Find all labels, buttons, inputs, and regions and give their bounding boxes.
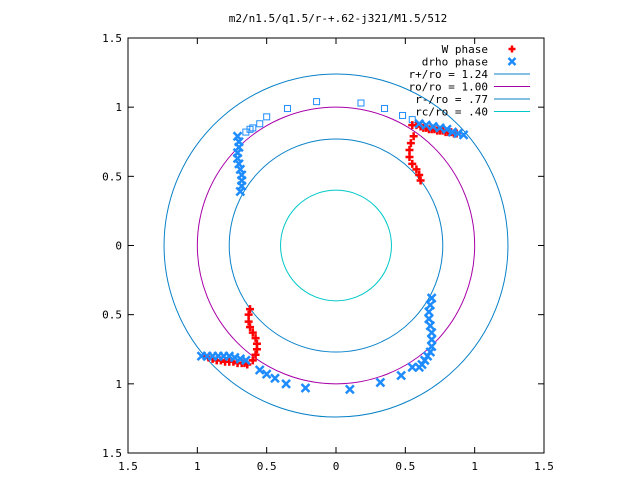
legend-label-1: drho phase — [422, 56, 488, 69]
series-1-point-13 — [428, 121, 438, 132]
series-1-point-11 — [414, 118, 425, 129]
series-1-point-45 — [300, 383, 311, 393]
square-point-4 — [263, 113, 271, 121]
series-0-point-18 — [405, 146, 414, 155]
series-1-point-14 — [435, 123, 445, 133]
x-tick-label-5: 1 — [471, 460, 478, 473]
x-tick-label-0: 1.5 — [118, 460, 138, 473]
series-0-point-37 — [251, 350, 260, 359]
series-1-point-46 — [344, 384, 355, 395]
series-0-point-39 — [252, 339, 261, 348]
axis-ticks: 1.5 1 0.5 0 0.5 1 1.51.510.500.511.5 — [102, 32, 554, 473]
series-0-point-40 — [251, 334, 260, 343]
square-point-8 — [381, 105, 389, 113]
x-tick-label-3: 0 — [333, 460, 340, 473]
y-tick-label-4: 0.5 — [102, 309, 122, 322]
y-tick-label-5: 1 — [115, 378, 122, 391]
series-0-point-42 — [246, 323, 255, 332]
series-1-point-31 — [424, 313, 434, 324]
y-tick-label-3: 0 — [115, 240, 122, 253]
legend-sample-1 — [507, 57, 517, 66]
series-0-point-21 — [412, 165, 421, 174]
hollow-square-markers — [242, 98, 416, 136]
x-tick-label-2: 0.5 — [257, 460, 277, 473]
circle-0 — [163, 73, 509, 418]
y-tick-label-1: 1 — [115, 101, 122, 114]
series-1-point-27 — [240, 355, 251, 366]
series-1-point-47 — [375, 377, 386, 388]
series-1-point-41 — [254, 365, 265, 375]
square-point-7 — [357, 99, 365, 107]
series-0-point-22 — [415, 170, 424, 179]
series-0-point-45 — [246, 305, 255, 314]
series-0-point-23 — [416, 176, 425, 185]
series-1-point-10 — [235, 186, 246, 197]
series-0-point-36 — [248, 356, 257, 365]
series-0-point-20 — [408, 159, 417, 168]
x-tick-label-4: 0.5 — [395, 460, 415, 473]
square-point-9 — [399, 111, 407, 119]
square-point-3 — [256, 120, 264, 128]
y-tick-label-0: 1.5 — [102, 32, 122, 45]
series-1-point-43 — [270, 373, 280, 384]
series-1-point-32 — [425, 320, 436, 331]
circle-3 — [280, 189, 392, 302]
circle-2 — [228, 138, 444, 353]
series-1-point-49 — [407, 362, 418, 373]
series-1-point-18 — [458, 129, 469, 140]
legend-label-3: ro/ro = 1.00 — [409, 81, 488, 94]
series-1-point-12 — [421, 120, 432, 131]
legend-label-5: rc/ro = .40 — [415, 106, 488, 119]
series-1-point-44 — [281, 378, 291, 389]
series-markers — [196, 118, 469, 395]
series-1-point-29 — [425, 300, 436, 310]
series-0-point-43 — [244, 317, 253, 326]
legend-label-0: W phase — [442, 43, 488, 56]
series-0-point-41 — [248, 328, 257, 337]
series-1-point-42 — [261, 369, 272, 380]
reference-circles — [163, 73, 509, 418]
series-0-point-16 — [409, 132, 418, 141]
square-point-6 — [313, 98, 321, 106]
circle-1 — [196, 106, 476, 385]
x-tick-label-1: 1 — [194, 460, 201, 473]
series-0-point-19 — [405, 152, 414, 161]
square-point-2 — [249, 124, 257, 132]
legend-label-4: r-/ro = .77 — [415, 93, 488, 106]
series-0-point-44 — [244, 310, 253, 319]
series-0-point-17 — [406, 139, 415, 148]
series-1-point-48 — [396, 370, 407, 381]
legend-label-2: r+/ro = 1.24 — [409, 68, 489, 81]
x-tick-label-6: 1.5 — [534, 460, 554, 473]
y-tick-label-6: 1.5 — [102, 447, 122, 460]
y-tick-label-2: 0.5 — [102, 170, 122, 183]
square-point-5 — [283, 105, 291, 113]
series-1-point-15 — [442, 124, 452, 135]
legend-sample-0 — [508, 45, 516, 53]
chart-title: m2/n1.5/q1.5/r-+.62-j321/M1.5/512 — [229, 12, 448, 25]
series-1-point-28 — [426, 293, 437, 303]
